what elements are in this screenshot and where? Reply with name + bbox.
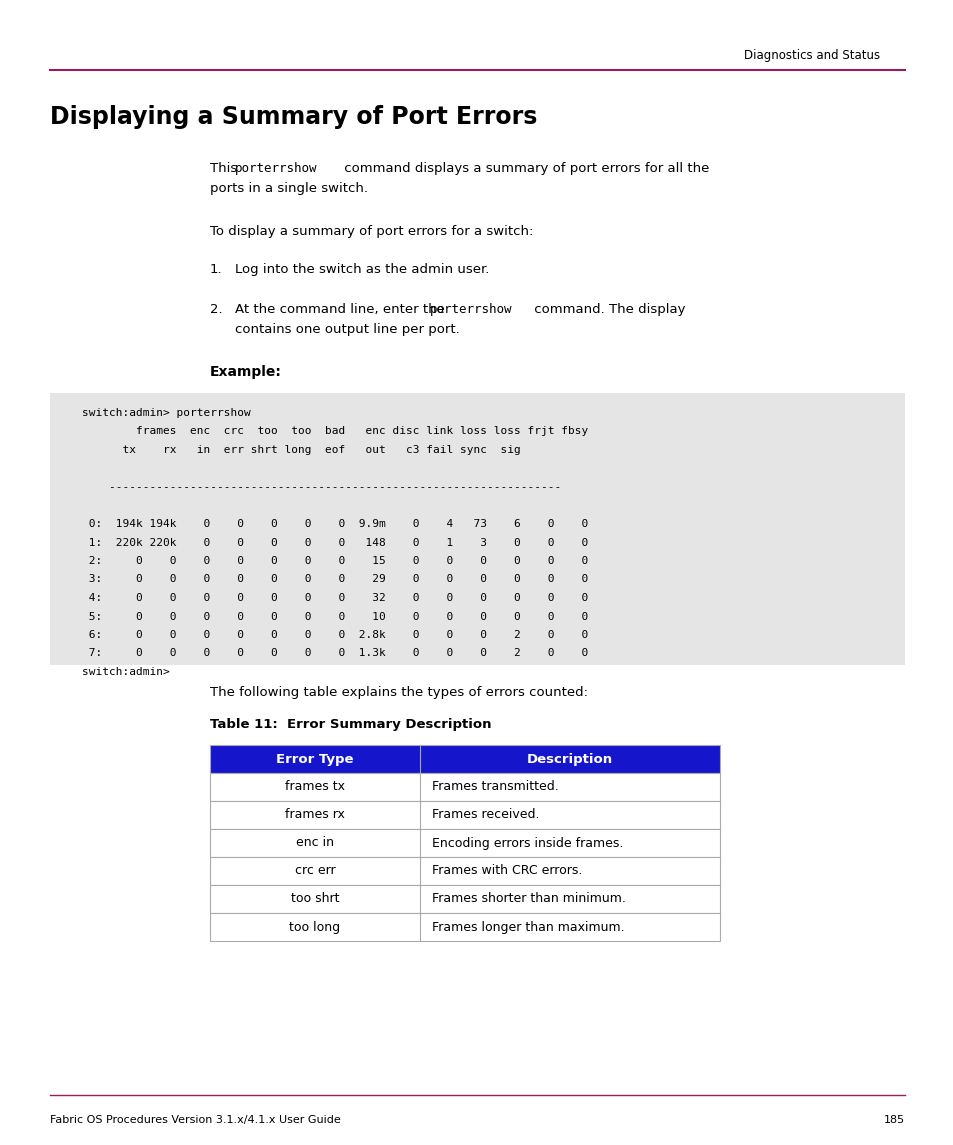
Text: 1:  220k 220k    0    0    0    0    0   148    0    1    3    0    0    0: 1: 220k 220k 0 0 0 0 0 148 0 1 3 0 0 0 (55, 537, 588, 547)
Bar (210, 885, 720, 913)
Text: -------------------------------------------------------------------: ----------------------------------------… (55, 482, 560, 492)
Text: Frames transmitted.: Frames transmitted. (432, 781, 558, 793)
Text: command. The display: command. The display (530, 303, 685, 316)
Bar (210, 829, 720, 856)
Text: too long: too long (289, 921, 340, 933)
Text: frames  enc  crc  too  too  bad   enc disc link loss loss frjt fbsy: frames enc crc too too bad enc disc link… (55, 426, 588, 436)
Text: Description: Description (526, 752, 613, 766)
Text: To display a summary of port errors for a switch:: To display a summary of port errors for … (210, 226, 533, 238)
Text: Diagnostics and Status: Diagnostics and Status (743, 48, 879, 62)
Text: Frames shorter than minimum.: Frames shorter than minimum. (432, 892, 625, 906)
Text: The following table explains the types of errors counted:: The following table explains the types o… (210, 686, 587, 698)
Text: 0:  194k 194k    0    0    0    0    0  9.9m    0    4   73    6    0    0: 0: 194k 194k 0 0 0 0 0 9.9m 0 4 73 6 0 0 (55, 519, 588, 529)
Text: frames rx: frames rx (285, 808, 345, 821)
Text: porterrshow: porterrshow (430, 303, 512, 316)
Text: Error Type: Error Type (276, 752, 354, 766)
Text: 6:     0    0    0    0    0    0    0  2.8k    0    0    0    2    0    0: 6: 0 0 0 0 0 0 0 2.8k 0 0 0 2 0 0 (55, 630, 588, 640)
Text: At the command line, enter the: At the command line, enter the (234, 303, 449, 316)
Bar (210, 913, 720, 941)
Text: tx    rx   in  err shrt long  eof   out   c3 fail sync  sig: tx rx in err shrt long eof out c3 fail s… (55, 445, 520, 455)
Text: Fabric OS Procedures Version 3.1.x/4.1.x User Guide: Fabric OS Procedures Version 3.1.x/4.1.x… (50, 1115, 340, 1126)
Text: Frames received.: Frames received. (432, 808, 539, 821)
Text: This: This (210, 161, 241, 175)
Bar (210, 745, 720, 773)
Text: Encoding errors inside frames.: Encoding errors inside frames. (432, 837, 622, 850)
Text: Log into the switch as the admin user.: Log into the switch as the admin user. (234, 263, 489, 276)
Bar (210, 856, 720, 885)
Text: enc in: enc in (295, 837, 334, 850)
Text: frames tx: frames tx (285, 781, 345, 793)
Text: switch:admin>: switch:admin> (55, 668, 170, 677)
Text: ports in a single switch.: ports in a single switch. (210, 182, 368, 195)
Bar (50, 393, 904, 665)
Text: 2.: 2. (210, 303, 222, 316)
Text: 1.: 1. (210, 263, 222, 276)
Text: Displaying a Summary of Port Errors: Displaying a Summary of Port Errors (50, 105, 537, 129)
Text: 2:     0    0    0    0    0    0    0    15    0    0    0    0    0    0: 2: 0 0 0 0 0 0 0 15 0 0 0 0 0 0 (55, 556, 588, 566)
Text: 185: 185 (882, 1115, 904, 1126)
Text: 5:     0    0    0    0    0    0    0    10    0    0    0    0    0    0: 5: 0 0 0 0 0 0 0 10 0 0 0 0 0 0 (55, 611, 588, 622)
Text: command displays a summary of port errors for all the: command displays a summary of port error… (339, 161, 709, 175)
Text: contains one output line per port.: contains one output line per port. (234, 323, 459, 335)
Text: 3:     0    0    0    0    0    0    0    29    0    0    0    0    0    0: 3: 0 0 0 0 0 0 0 29 0 0 0 0 0 0 (55, 575, 588, 584)
Text: 4:     0    0    0    0    0    0    0    32    0    0    0    0    0    0: 4: 0 0 0 0 0 0 0 32 0 0 0 0 0 0 (55, 593, 588, 603)
Text: too shrt: too shrt (291, 892, 339, 906)
Text: Frames longer than maximum.: Frames longer than maximum. (432, 921, 624, 933)
Bar (210, 802, 720, 829)
Bar (210, 773, 720, 801)
Text: Table 11:  Error Summary Description: Table 11: Error Summary Description (210, 718, 491, 731)
Text: Frames with CRC errors.: Frames with CRC errors. (432, 864, 581, 877)
Text: switch:admin> porterrshow: switch:admin> porterrshow (55, 408, 251, 418)
Text: Example:: Example: (210, 365, 281, 379)
Text: crc err: crc err (294, 864, 335, 877)
Text: 7:     0    0    0    0    0    0    0  1.3k    0    0    0    2    0    0: 7: 0 0 0 0 0 0 0 1.3k 0 0 0 2 0 0 (55, 648, 588, 658)
Text: porterrshow: porterrshow (234, 161, 317, 175)
